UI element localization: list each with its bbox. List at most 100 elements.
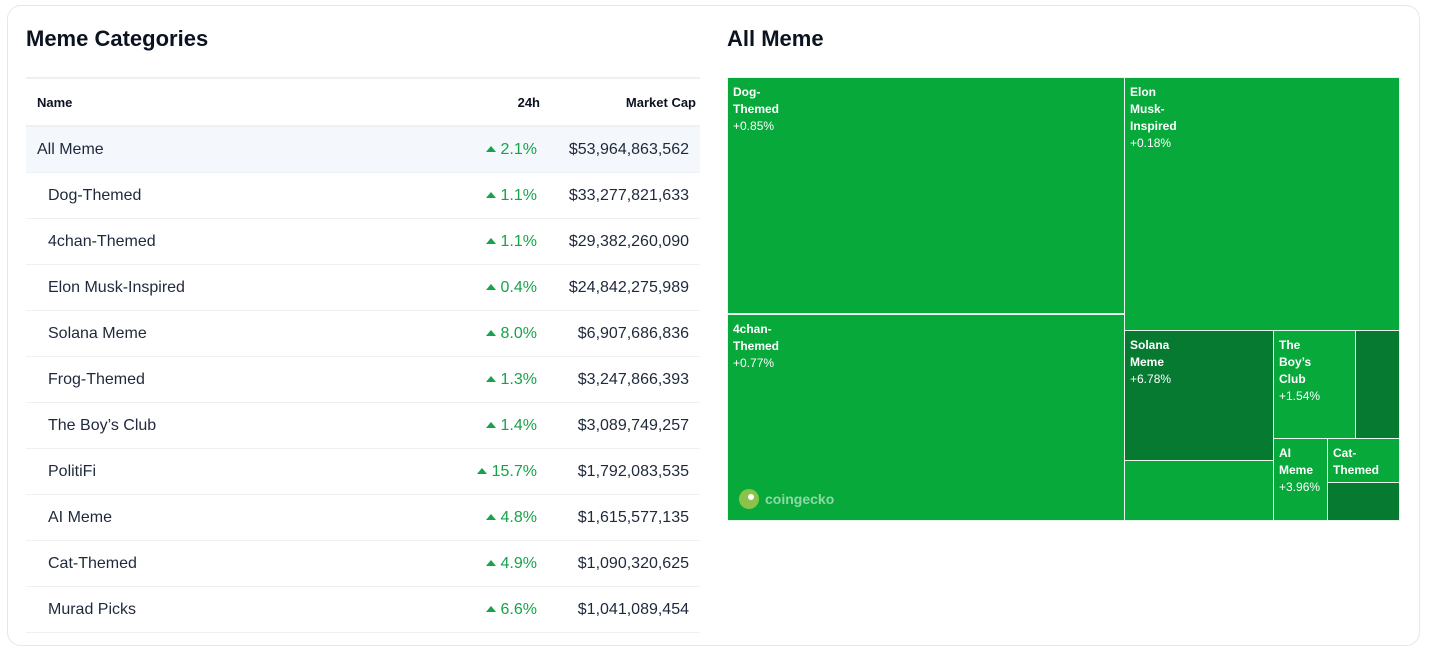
table-row[interactable]: AI Meme 4.8% $1,615,577,135 <box>26 495 700 541</box>
market-cap: $6,907,686,836 <box>577 324 689 342</box>
table-row[interactable]: Murad Picks 6.6% $1,041,089,454 <box>26 587 700 633</box>
treemap-tile[interactable]: Solana Meme +6.78% <box>1124 330 1274 461</box>
tile-label: Solana Meme +6.78% <box>1130 337 1171 388</box>
change-24h: 1.1% <box>377 233 539 251</box>
tile-label: 4chan- Themed +0.77% <box>733 321 779 372</box>
up-triangle-icon <box>485 559 496 566</box>
tile-change: +0.85% <box>733 119 775 133</box>
tile-change: +6.78% <box>1130 372 1172 386</box>
table-row[interactable]: Frog-Themed 1.3% $3,247,866,393 <box>26 357 700 403</box>
treemap-tile[interactable] <box>1327 482 1400 521</box>
up-triangle-icon <box>485 283 496 290</box>
change-24h: 1.4% <box>377 417 539 435</box>
table-row[interactable]: All Meme 2.1% $53,964,863,562 <box>26 127 700 173</box>
change-24h: 6.6% <box>377 601 539 619</box>
tile-name: Elon Musk- Inspired <box>1130 85 1177 133</box>
tile-label: The Boy’s Club +1.54% <box>1279 337 1320 405</box>
up-triangle-icon <box>476 467 487 474</box>
treemap-tile[interactable]: AI Meme +3.96% <box>1273 438 1328 521</box>
table-row[interactable]: Elon Musk-Inspired 0.4% $24,842,275,989 <box>26 265 700 311</box>
change-24h: 1.3% <box>377 371 539 389</box>
table-row[interactable]: The Boy’s Club 1.4% $3,089,749,257 <box>26 403 700 449</box>
change-value: 1.1% <box>500 232 537 250</box>
tile-name: Solana Meme <box>1130 338 1170 369</box>
change-24h: 4.8% <box>377 509 539 527</box>
category-name[interactable]: The Boy’s Club <box>48 416 157 434</box>
table-row[interactable]: PolitiFi 15.7% $1,792,083,535 <box>26 449 700 495</box>
tile-name: Dog- Themed <box>733 85 780 116</box>
up-triangle-icon <box>485 237 496 244</box>
col-name-header[interactable]: Name <box>37 94 73 110</box>
change-value: 1.3% <box>500 370 537 388</box>
treemap-tile[interactable] <box>1124 460 1274 521</box>
treemap-tile[interactable]: Dog- Themed +0.85% <box>727 77 1125 314</box>
table-header: Name 24h Market Cap <box>26 79 700 127</box>
tile-change: +0.18% <box>1130 136 1172 150</box>
change-value: 4.9% <box>500 554 537 572</box>
change-value: 0.4% <box>500 278 537 296</box>
table-row[interactable]: 4chan-Themed 1.1% $29,382,260,090 <box>26 219 700 265</box>
coingecko-logo-icon <box>739 489 759 509</box>
tile-label: Dog- Themed +0.85% <box>733 84 779 135</box>
categories-table: Name 24h Market Cap All Meme 2.1% $53,964,… <box>26 77 700 633</box>
watermark-text: coingecko <box>765 491 835 507</box>
category-name[interactable]: All Meme <box>37 140 104 158</box>
market-cap: $3,089,749,257 <box>577 416 689 434</box>
col-market-cap-header[interactable]: Market Cap <box>625 94 696 110</box>
treemap: Dog- Themed +0.85% 4chan- Themed +0.77% Elon… <box>727 77 1400 521</box>
market-cap: $33,277,821,633 <box>568 186 689 204</box>
table-row[interactable]: Cat-Themed 4.9% $1,090,320,625 <box>26 541 700 587</box>
change-value: 4.8% <box>500 508 537 526</box>
tile-change: +0.77% <box>733 356 775 370</box>
up-triangle-icon <box>485 191 496 198</box>
market-cap: $24,842,275,989 <box>568 278 689 296</box>
change-value: 8.0% <box>500 324 537 342</box>
change-value: 2.1% <box>500 140 537 158</box>
change-value: 6.6% <box>500 600 537 618</box>
change-24h: 0.4% <box>377 279 539 297</box>
market-cap: $3,247,866,393 <box>577 370 689 388</box>
category-name[interactable]: PolitiFi <box>48 462 97 480</box>
treemap-tile[interactable]: The Boy’s Club +1.54% <box>1273 330 1356 439</box>
market-cap: $53,964,863,562 <box>568 140 689 158</box>
col-24h-header[interactable]: 24h <box>517 94 540 110</box>
category-name[interactable]: 4chan-Themed <box>48 232 156 250</box>
category-name[interactable]: Solana Meme <box>48 324 147 342</box>
change-24h: 2.1% <box>377 141 539 159</box>
category-name[interactable]: Dog-Themed <box>48 186 142 204</box>
market-cap: $1,090,320,625 <box>577 554 689 572</box>
up-triangle-icon <box>485 145 496 152</box>
tile-change: +3.96% <box>1279 480 1321 494</box>
market-cap: $1,615,577,135 <box>577 508 689 526</box>
treemap-tile[interactable]: 4chan- Themed +0.77% <box>727 314 1125 521</box>
table-row[interactable]: Solana Meme 8.0% $6,907,686,836 <box>26 311 700 357</box>
all-meme-title: All Meme <box>727 26 824 51</box>
tile-name: The Boy’s Club <box>1279 338 1312 386</box>
category-name[interactable]: Elon Musk-Inspired <box>48 278 185 296</box>
category-name[interactable]: Murad Picks <box>48 600 137 618</box>
table-row[interactable]: Dog-Themed 1.1% $33,277,821,633 <box>26 173 700 219</box>
change-value: 1.1% <box>500 186 537 204</box>
treemap-tile[interactable]: Cat- Themed+4.36% <box>1327 438 1400 494</box>
category-name[interactable]: Frog-Themed <box>48 370 145 388</box>
change-24h: 8.0% <box>377 325 539 343</box>
meme-categories-title: Meme Categories <box>26 26 209 51</box>
change-value: 1.4% <box>500 416 537 434</box>
up-triangle-icon <box>485 605 496 612</box>
change-24h: 15.7% <box>377 463 539 481</box>
treemap-tile[interactable] <box>1355 330 1400 439</box>
category-name[interactable]: Cat-Themed <box>48 554 137 572</box>
tile-name: Cat- Themed <box>1333 446 1380 477</box>
coingecko-watermark: coingecko <box>739 489 834 509</box>
category-name[interactable]: AI Meme <box>48 508 113 526</box>
change-24h: 1.1% <box>377 187 539 205</box>
tile-label: Elon Musk- Inspired +0.18% <box>1130 84 1177 152</box>
market-cap: $29,382,260,090 <box>568 232 689 250</box>
treemap-tile[interactable]: Elon Musk- Inspired +0.18% <box>1124 77 1400 331</box>
change-value: 15.7% <box>491 462 537 480</box>
market-cap: $1,041,089,454 <box>577 600 689 618</box>
change-24h: 4.9% <box>377 555 539 573</box>
up-triangle-icon <box>485 421 496 428</box>
tile-change: +1.54% <box>1279 389 1321 403</box>
up-triangle-icon <box>485 375 496 382</box>
